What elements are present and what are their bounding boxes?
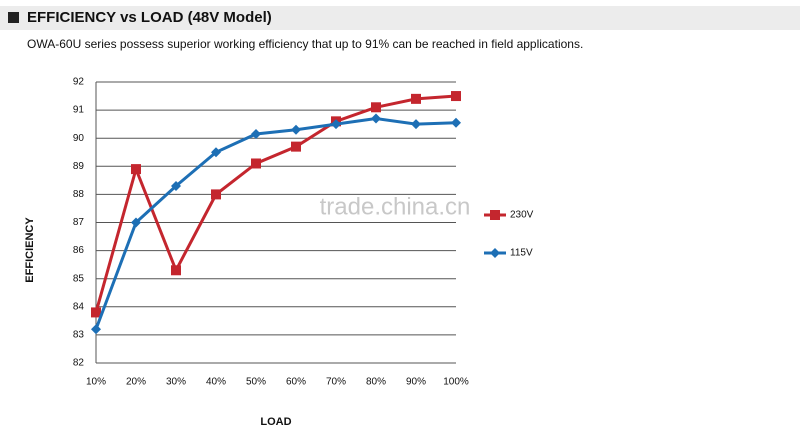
- marker: [411, 119, 421, 130]
- y-tick-label: 83: [73, 330, 85, 341]
- chart-title: EFFICIENCY vs LOAD (48V Model): [27, 9, 272, 26]
- y-tick-label: 92: [73, 77, 85, 88]
- x-tick-label: 50%: [246, 377, 266, 388]
- marker: [291, 141, 301, 152]
- marker: [91, 324, 101, 335]
- marker: [490, 248, 500, 258]
- y-tick-label: 85: [73, 273, 85, 284]
- marker: [91, 307, 101, 318]
- x-tick-label: 70%: [326, 377, 346, 388]
- y-tick-label: 82: [73, 358, 85, 369]
- x-axis-label: LOAD: [260, 416, 291, 428]
- y-tick-label: 86: [73, 245, 85, 256]
- marker: [251, 158, 261, 169]
- marker: [490, 210, 500, 220]
- series-line: [94, 94, 457, 313]
- marker: [131, 217, 141, 228]
- x-tick-label: 60%: [286, 377, 306, 388]
- x-tick-label: 10%: [86, 377, 106, 388]
- y-tick-label: 89: [73, 161, 85, 172]
- title-band: [0, 6, 800, 30]
- marker: [211, 189, 221, 200]
- x-tick-label: 90%: [406, 377, 426, 388]
- marker: [331, 119, 341, 130]
- marker: [211, 147, 221, 158]
- marker: [171, 265, 181, 276]
- marker: [451, 91, 461, 102]
- marker: [131, 164, 141, 175]
- y-tick-label: 88: [73, 189, 85, 200]
- marker: [411, 93, 421, 104]
- y-axis-label: EFFICIENCY: [24, 217, 36, 283]
- marker: [171, 180, 181, 191]
- legend-label: 115V: [510, 248, 533, 259]
- marker: [251, 128, 261, 139]
- x-tick-label: 80%: [366, 377, 386, 388]
- y-tick-label: 87: [73, 217, 85, 228]
- x-tick-label: 100%: [443, 377, 469, 388]
- x-tick-label: 20%: [126, 377, 146, 388]
- y-tick-label: 84: [73, 301, 85, 312]
- series-line: [94, 117, 457, 330]
- marker: [371, 102, 381, 113]
- title-bullet: [8, 12, 19, 23]
- marker: [371, 113, 381, 124]
- marker: [291, 124, 301, 135]
- x-tick-label: 40%: [206, 377, 226, 388]
- x-tick-label: 30%: [166, 377, 186, 388]
- y-tick-label: 91: [73, 105, 85, 116]
- y-tick-label: 90: [73, 133, 85, 144]
- chart-subtitle: OWA-60U series possess superior working …: [27, 37, 583, 51]
- watermark: trade.china.cn: [320, 193, 471, 220]
- legend-label: 230V: [510, 210, 534, 221]
- marker: [451, 117, 461, 128]
